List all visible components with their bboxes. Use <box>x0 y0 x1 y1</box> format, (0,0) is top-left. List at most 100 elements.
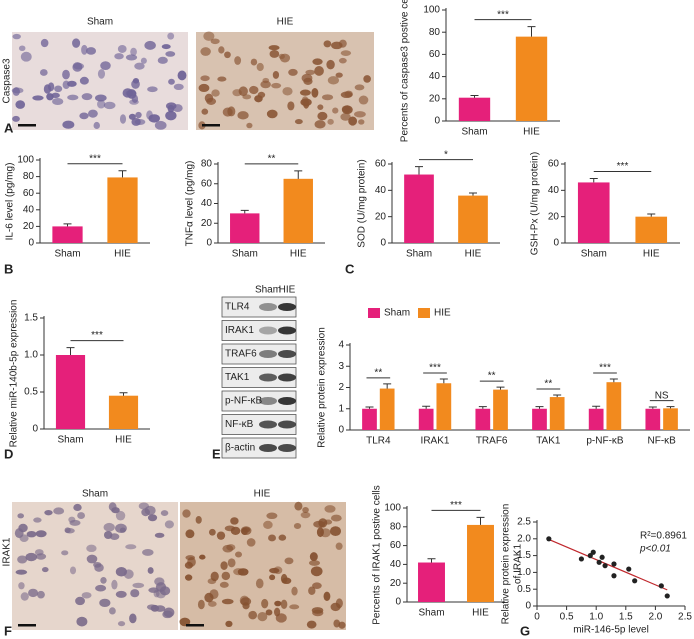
y-tick-label: 40 <box>390 559 402 570</box>
panel-letter: B <box>4 261 13 276</box>
cell <box>314 120 326 129</box>
cell <box>153 589 160 598</box>
significance-label: *** <box>617 161 629 172</box>
cell <box>20 592 29 601</box>
significance-label: *** <box>429 363 441 374</box>
cell <box>117 45 127 53</box>
cell <box>232 89 242 97</box>
blot-band <box>278 303 296 311</box>
scale-bar <box>186 624 204 627</box>
cell <box>11 87 24 94</box>
cell <box>240 526 252 536</box>
image-label: Sham <box>87 17 113 28</box>
y-tick-label: 60 <box>548 159 560 170</box>
cell <box>268 534 276 542</box>
y-axis-label: Relative miR-140b-5p expression <box>9 300 20 448</box>
cell <box>75 596 85 606</box>
cell <box>12 33 21 40</box>
cell <box>99 598 111 608</box>
panel-letter: E <box>212 446 221 461</box>
error-bar <box>469 192 477 196</box>
blot-band <box>278 350 296 358</box>
cell <box>184 574 193 581</box>
cell <box>160 510 169 516</box>
cell <box>147 567 154 574</box>
error-bar <box>294 170 303 179</box>
protein-label: TAK1 <box>225 372 250 383</box>
cell <box>332 107 339 114</box>
point <box>602 563 608 569</box>
error-bar <box>535 406 544 409</box>
y-axis-label: IL-6 level (pg/mg) <box>5 163 16 241</box>
cell <box>177 70 187 81</box>
cell <box>237 111 249 120</box>
error-bar <box>666 406 675 409</box>
error-bar <box>118 170 127 178</box>
cell <box>219 581 229 588</box>
cell <box>62 80 70 90</box>
bar <box>283 178 313 243</box>
cell <box>221 598 234 605</box>
legend-swatch <box>368 308 380 318</box>
x-tick-label: 0.5 <box>560 612 574 623</box>
significance-label: ** <box>268 154 276 165</box>
cell <box>312 582 322 589</box>
stain-label: IRAK1 <box>2 537 13 566</box>
y-tick-label: 20 <box>390 578 402 589</box>
cell <box>303 77 313 85</box>
cell <box>211 89 220 97</box>
error-bar <box>422 405 431 409</box>
y-tick-label: 60 <box>375 159 387 170</box>
y-tick-label: 20 <box>375 211 387 222</box>
cell <box>330 514 342 522</box>
cell <box>103 522 115 532</box>
bar <box>663 408 678 430</box>
y-tick-label: 40 <box>201 198 213 209</box>
y-tick-label: 40 <box>548 185 560 196</box>
x-tick-label: 2.5 <box>678 612 692 623</box>
y-tick-label: 20 <box>429 93 441 104</box>
cell <box>225 620 233 628</box>
cell <box>94 563 104 572</box>
y-tick-label: 100 <box>17 155 34 166</box>
cell <box>242 94 252 100</box>
cell <box>324 505 336 513</box>
protein-label: TRAF6 <box>225 349 257 360</box>
cell <box>86 554 98 564</box>
bar <box>108 395 139 429</box>
error-bar <box>383 383 392 389</box>
y-tick-label: 0 <box>525 601 531 612</box>
cell <box>282 87 293 96</box>
cell <box>246 538 256 547</box>
cell <box>182 509 191 518</box>
cell <box>40 38 49 48</box>
x-tick-label: Sham <box>57 435 83 446</box>
cell <box>203 31 215 41</box>
cell <box>234 56 242 65</box>
micrograph <box>12 32 188 130</box>
point <box>632 578 638 584</box>
y-tick-label: 2.5 <box>517 517 531 528</box>
x-tick-label: 0 <box>534 612 540 623</box>
cell <box>135 111 142 119</box>
cell <box>226 544 236 551</box>
error-bar <box>66 347 75 355</box>
bar <box>532 408 547 430</box>
y-axis-label: GSH-Px (U/mg protein) <box>530 152 541 255</box>
cell <box>235 551 243 558</box>
significance-label: ** <box>488 371 496 382</box>
cell <box>218 46 225 54</box>
stain-label: Caspase3 <box>2 58 13 103</box>
cell <box>79 112 89 120</box>
cell <box>210 38 220 45</box>
error-bar <box>240 209 249 214</box>
error-bar <box>589 177 598 183</box>
panel-letter: A <box>4 120 14 135</box>
y-axis-label: SOD (U/mg protein) <box>357 159 368 247</box>
cell <box>103 101 116 110</box>
cell <box>314 66 324 76</box>
cell <box>324 519 333 525</box>
blot-band <box>278 420 296 429</box>
cell <box>323 40 332 48</box>
